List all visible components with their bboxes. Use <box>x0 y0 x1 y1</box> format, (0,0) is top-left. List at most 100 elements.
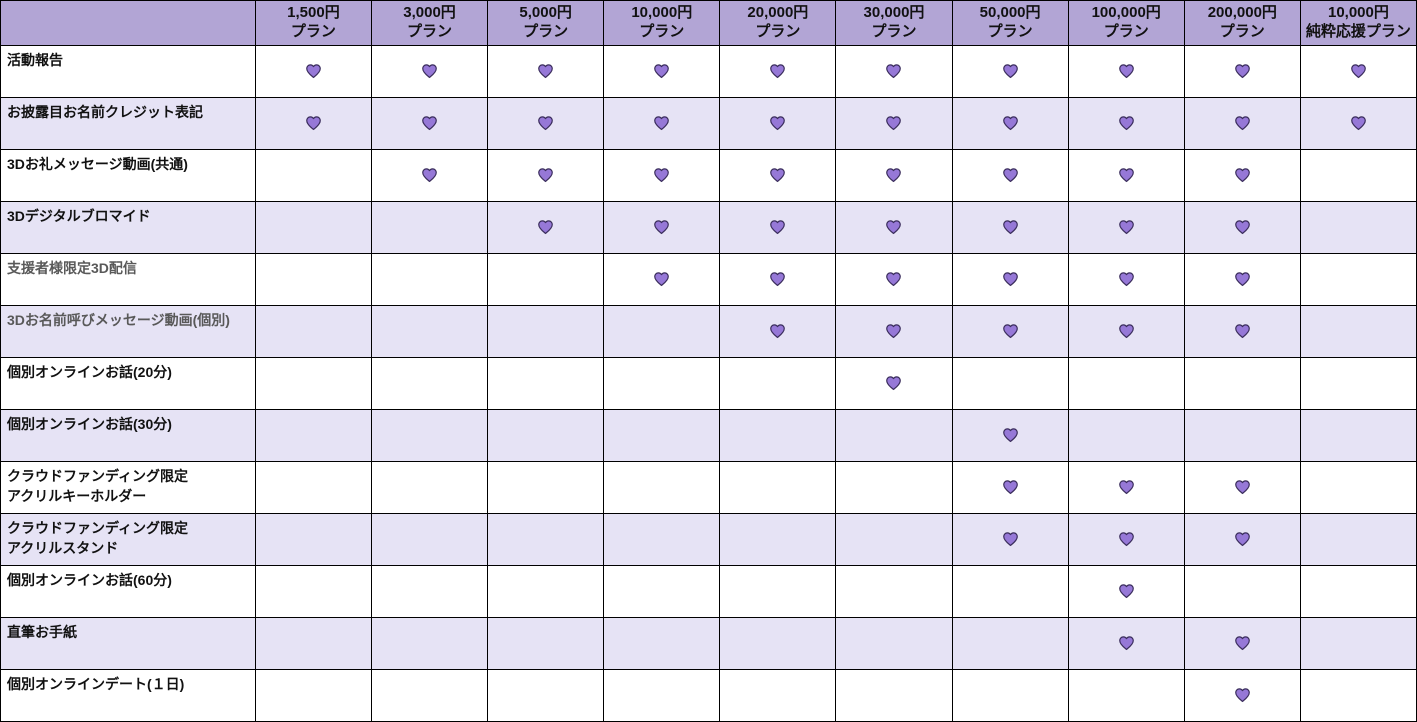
plan-cell <box>1183 149 1301 202</box>
purple-heart-icon <box>770 220 786 235</box>
purple-heart-icon <box>1002 324 1018 339</box>
purple-heart-icon <box>770 324 786 339</box>
plan-cell <box>951 305 1069 358</box>
row-label: 個別オンラインお話(20分) <box>0 357 256 410</box>
plan-cell <box>370 565 489 618</box>
plan-cell <box>719 409 837 462</box>
purple-heart-icon <box>1002 64 1018 79</box>
purple-heart-icon <box>654 64 670 79</box>
plan-cell <box>1299 513 1417 566</box>
plan-cell <box>487 201 605 254</box>
plan-cell <box>1067 409 1185 462</box>
plan-cell <box>1183 669 1301 722</box>
plan-cell <box>1067 565 1185 618</box>
plan-cell <box>1299 305 1417 358</box>
plan-cell <box>254 461 372 514</box>
table-row: 個別オンラインお話(30分) <box>0 409 1417 462</box>
row-label: クラウドファンディング限定 アクリルキーホルダー <box>0 461 256 514</box>
row-label: 3Dお礼メッセージ動画(共通) <box>0 149 256 202</box>
plan-cell <box>254 617 372 670</box>
plan-cell <box>719 357 837 410</box>
plan-cell <box>835 357 953 410</box>
plan-word-label: プラン <box>1103 23 1149 40</box>
plan-cell <box>603 201 721 254</box>
plan-cell <box>370 201 489 254</box>
purple-heart-icon <box>306 116 321 131</box>
plan-cell <box>370 305 489 358</box>
purple-heart-icon <box>1118 168 1134 183</box>
purple-heart-icon <box>1234 324 1250 339</box>
purple-heart-icon <box>422 116 437 131</box>
column-header-plan-8: 100,000円 プラン <box>1067 0 1185 46</box>
plan-word-label: プラン <box>407 23 453 40</box>
plan-cell <box>951 409 1069 462</box>
plan-cell <box>487 565 605 618</box>
plan-word-label: プラン <box>987 23 1033 40</box>
purple-heart-icon <box>1234 272 1250 287</box>
column-header-plan-1: 1,500円 プラン <box>254 0 372 46</box>
plan-cell <box>603 409 721 462</box>
plan-cell <box>1299 149 1417 202</box>
plan-word-label: プラン <box>755 23 801 40</box>
purple-heart-icon <box>1234 532 1250 547</box>
table-row: 活動報告 <box>0 45 1417 98</box>
purple-heart-icon <box>1118 480 1134 495</box>
purple-heart-icon <box>654 272 670 287</box>
plan-cell <box>719 669 837 722</box>
plan-cell <box>603 253 721 306</box>
plan-cell <box>1183 97 1301 150</box>
table-row: クラウドファンディング限定 アクリルスタンド <box>0 513 1417 566</box>
plan-cell <box>487 357 605 410</box>
plan-cell <box>719 461 837 514</box>
table-row: 支援者様限定3D配信 <box>0 253 1417 306</box>
plan-cell <box>603 97 721 150</box>
plan-cell <box>603 461 721 514</box>
purple-heart-icon <box>886 168 902 183</box>
table-row: 個別オンラインお話(60分) <box>0 565 1417 618</box>
plan-cell <box>951 357 1069 410</box>
purple-heart-icon <box>1118 636 1134 651</box>
purple-heart-icon <box>1118 532 1134 547</box>
plan-cell <box>1183 409 1301 462</box>
plan-cell <box>370 513 489 566</box>
plan-cell <box>254 409 372 462</box>
plan-cell <box>719 97 837 150</box>
column-header-plan-5: 20,000円 プラン <box>719 0 837 46</box>
plan-cell <box>951 461 1069 514</box>
plan-price-label: 200,000円 <box>1207 4 1277 22</box>
plan-cell <box>951 201 1069 254</box>
plan-price-label: 50,000円 <box>979 4 1041 22</box>
plan-cell <box>487 617 605 670</box>
purple-heart-icon <box>1234 220 1250 235</box>
table-row: お披露目お名前クレジット表記 <box>0 97 1417 150</box>
row-label: 個別オンラインお話(60分) <box>0 565 256 618</box>
table-row: 3Dお名前呼びメッセージ動画(個別) <box>0 305 1417 358</box>
plan-cell <box>835 461 953 514</box>
purple-heart-icon <box>538 168 553 183</box>
plan-cell <box>719 565 837 618</box>
purple-heart-icon <box>654 168 670 183</box>
plan-cell <box>719 253 837 306</box>
plan-cell <box>835 45 953 98</box>
plan-cell <box>1067 461 1185 514</box>
plan-cell <box>603 669 721 722</box>
table-row: クラウドファンディング限定 アクリルキーホルダー <box>0 461 1417 514</box>
plan-word-label: プラン <box>1219 23 1265 40</box>
table-row: 直筆お手紙 <box>0 617 1417 670</box>
column-header-plan-3: 5,000円 プラン <box>487 0 605 46</box>
plan-cell <box>254 45 372 98</box>
row-label: 3Dデジタルブロマイド <box>0 201 256 254</box>
plan-cell <box>1067 201 1185 254</box>
plan-price-label: 3,000円 <box>403 4 456 22</box>
table-row: 3Dデジタルブロマイド <box>0 201 1417 254</box>
plan-cell <box>603 617 721 670</box>
plan-cell <box>1067 253 1185 306</box>
plan-price-label: 10,000円 <box>1327 4 1389 22</box>
plan-cell <box>951 97 1069 150</box>
plan-cell <box>370 669 489 722</box>
plan-cell <box>370 45 489 98</box>
plan-cell <box>370 461 489 514</box>
purple-heart-icon <box>1118 584 1134 599</box>
purple-heart-icon <box>1351 64 1366 79</box>
plan-cell <box>1299 409 1417 462</box>
